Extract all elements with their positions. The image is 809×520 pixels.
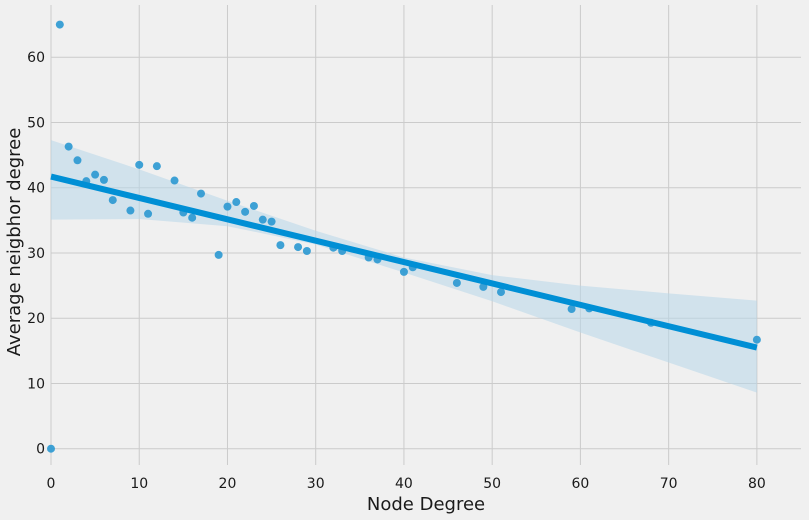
x-tick-label: 30: [307, 476, 325, 492]
data-point: [302, 246, 311, 255]
x-tick-label: 40: [395, 476, 413, 492]
data-point: [232, 198, 241, 207]
x-tick-label: 50: [483, 476, 501, 492]
y-tick-label: 40: [27, 181, 45, 197]
data-point: [64, 142, 73, 151]
regression-line: [50, 173, 758, 351]
data-point: [497, 288, 505, 297]
x-tick-label: 10: [130, 476, 148, 492]
data-point: [399, 267, 408, 276]
x-axis-label: Node Degree: [367, 494, 485, 515]
data-point: [214, 250, 223, 259]
data-point: [567, 305, 576, 314]
y-tick-label: 60: [27, 50, 45, 66]
data-point: [99, 175, 108, 184]
grid: [50, 5, 801, 465]
data-point: [197, 189, 205, 198]
data-point: [258, 215, 267, 224]
data-point: [223, 202, 232, 211]
data-points: [47, 20, 761, 453]
data-point: [135, 160, 144, 169]
data-point: [188, 213, 197, 222]
y-tick-label: 20: [27, 311, 45, 327]
x-tick-label: 70: [660, 476, 678, 492]
data-point: [73, 156, 82, 165]
data-point: [276, 241, 285, 250]
data-point: [249, 201, 258, 210]
regression-line-layer: [50, 173, 758, 351]
data-point: [241, 207, 250, 216]
x-tick-label: 60: [571, 476, 589, 492]
data-point: [152, 162, 161, 171]
data-point: [144, 209, 153, 218]
x-tick-label: 0: [47, 476, 56, 492]
data-point: [55, 20, 64, 29]
data-point: [267, 217, 276, 226]
y-tick-label: 0: [36, 442, 45, 458]
data-point: [452, 278, 461, 287]
tick-labels: 0 10 20 30 40 50 60 70 80 0 10 20 30 40 50 60: [27, 50, 766, 492]
x-tick-label: 20: [219, 476, 237, 492]
data-point: [170, 176, 179, 185]
x-tick-label: 80: [748, 476, 766, 492]
data-point: [752, 335, 761, 344]
data-point: [126, 206, 135, 215]
y-axis-label: Average neigbhor degree: [4, 128, 25, 357]
data-point: [91, 170, 100, 179]
y-tick-label: 10: [27, 376, 45, 392]
y-tick-label: 50: [27, 115, 45, 131]
data-point: [294, 243, 303, 252]
y-tick-label: 30: [27, 246, 45, 262]
data-point: [108, 196, 117, 205]
data-point: [47, 444, 55, 453]
